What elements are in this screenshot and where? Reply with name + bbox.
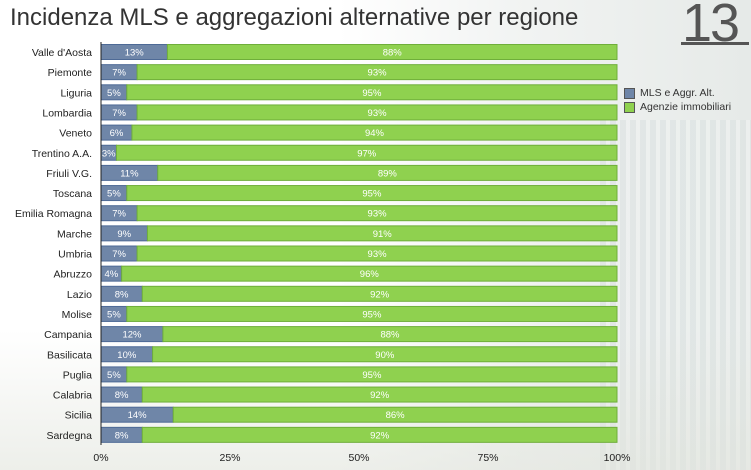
data-label: 88% — [380, 330, 400, 341]
data-label: 93% — [368, 68, 388, 79]
legend-swatch-mls — [624, 87, 635, 99]
data-label: 97% — [357, 148, 377, 159]
data-label: 8% — [115, 430, 129, 441]
data-label: 5% — [107, 309, 121, 320]
category-label: Calabria — [53, 390, 92, 402]
legend-swatch-agenzie — [624, 101, 635, 113]
data-label: 12% — [122, 330, 142, 341]
data-label: 93% — [368, 108, 388, 119]
x-tick-label: 75% — [477, 452, 498, 464]
data-label: 95% — [362, 88, 382, 99]
data-label: 3% — [102, 148, 116, 159]
category-label: Basilicata — [47, 349, 92, 361]
data-label: 89% — [378, 168, 398, 179]
data-label: 13% — [125, 48, 145, 59]
bar-segment — [126, 185, 618, 202]
data-label: 9% — [117, 229, 131, 240]
legend: MLS e Aggr. Alt. Agenzie immobiliari — [624, 86, 731, 114]
x-tick-label: 50% — [348, 452, 369, 464]
data-label: 86% — [386, 410, 406, 421]
bar-segment — [136, 245, 618, 262]
bar-segment — [157, 164, 618, 181]
data-label: 92% — [370, 289, 390, 300]
bar-segment — [152, 346, 618, 363]
data-label: 95% — [362, 309, 382, 320]
bar-segment — [126, 366, 618, 383]
data-label: 14% — [128, 410, 148, 421]
data-label: 11% — [120, 168, 139, 179]
bar-segment — [131, 124, 618, 141]
data-label: 7% — [112, 249, 126, 260]
category-label: Veneto — [59, 128, 92, 140]
legend-label: Agenzie immobiliari — [640, 101, 732, 113]
data-label: 96% — [360, 269, 380, 280]
category-label: Lazio — [67, 289, 92, 301]
data-label: 93% — [368, 209, 388, 220]
legend-item-agenzie: Agenzie immobiliari — [624, 100, 731, 114]
legend-label: MLS e Aggr. Alt. — [640, 87, 715, 99]
data-label: 5% — [107, 189, 121, 200]
category-label: Puglia — [63, 369, 92, 381]
data-label: 5% — [107, 88, 121, 99]
bar-segment — [172, 406, 618, 423]
bar-segment — [162, 326, 618, 343]
data-label: 92% — [370, 390, 390, 401]
data-label: 7% — [112, 68, 126, 79]
category-label: Marche — [57, 228, 92, 240]
category-label: Emilia Romagna — [15, 208, 92, 220]
x-tick-label: 0% — [93, 452, 108, 464]
bar-segment — [126, 305, 618, 322]
data-label: 4% — [104, 269, 118, 280]
x-tick-label: 25% — [219, 452, 240, 464]
category-label: Friuli V.G. — [46, 168, 92, 180]
category-label: Umbria — [58, 249, 92, 261]
legend-item-mls: MLS e Aggr. Alt. — [624, 86, 731, 100]
data-label: 92% — [370, 430, 390, 441]
page-number-underline — [681, 42, 749, 45]
category-label: Lombardia — [42, 107, 92, 119]
data-label: 94% — [365, 128, 385, 139]
data-label: 6% — [110, 128, 124, 139]
page-title: Incidenza MLS e aggregazioni alternative… — [10, 4, 579, 31]
data-label: 88% — [383, 48, 403, 59]
bar-segment — [146, 225, 618, 242]
bar-segment — [126, 84, 618, 101]
bar-segment — [141, 386, 618, 403]
x-tick-label: 100% — [604, 452, 631, 464]
data-label: 90% — [375, 350, 395, 361]
category-label: Valle d'Aosta — [32, 47, 92, 59]
category-label: Trentino A.A. — [32, 148, 92, 160]
bar-segment — [121, 265, 618, 282]
category-label: Liguria — [60, 87, 92, 99]
data-label: 95% — [362, 189, 382, 200]
bar-segment — [141, 285, 618, 302]
data-label: 93% — [368, 249, 388, 260]
category-label: Piemonte — [48, 67, 93, 79]
data-label: 7% — [112, 209, 126, 220]
category-label: Abruzzo — [53, 269, 92, 281]
data-label: 8% — [115, 289, 129, 300]
category-label: Molise — [62, 309, 93, 321]
bar-segment — [136, 64, 618, 81]
data-label: 5% — [107, 370, 121, 381]
bar-segment — [166, 44, 618, 60]
category-label: Sardegna — [46, 430, 92, 442]
data-label: 10% — [117, 350, 137, 361]
bar-segment — [136, 104, 618, 121]
bar-segment — [141, 426, 618, 443]
bar-segment — [136, 205, 618, 222]
category-label: Toscana — [53, 188, 92, 200]
data-label: 7% — [112, 108, 126, 119]
category-label: Campania — [44, 329, 92, 341]
category-label: Sicilia — [65, 410, 93, 422]
data-label: 8% — [115, 390, 129, 401]
bar-segment — [115, 144, 618, 161]
data-label: 95% — [362, 370, 382, 381]
data-label: 91% — [373, 229, 393, 240]
